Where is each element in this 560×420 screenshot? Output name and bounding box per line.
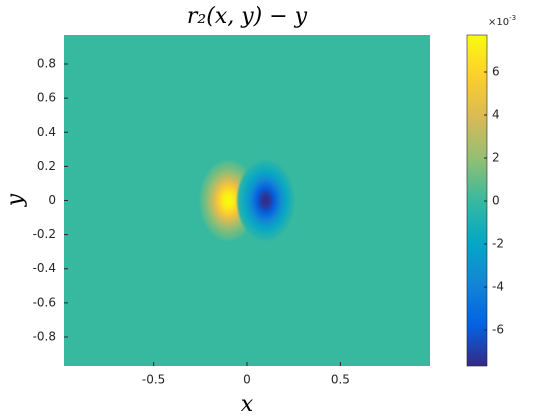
y-tick-label: -0.8 bbox=[33, 329, 56, 343]
peak bbox=[235, 158, 296, 243]
y-tick-label: -0.6 bbox=[33, 295, 56, 309]
y-tick-label: 0.2 bbox=[37, 159, 56, 173]
y-tick-label: 0.8 bbox=[37, 57, 56, 71]
chart-title: r₂(x, y) − y bbox=[187, 4, 308, 29]
colorbar-tick-label: 4 bbox=[492, 108, 500, 122]
colorbar-scale-power: -3 bbox=[509, 14, 516, 22]
y-axis-label: y bbox=[3, 193, 28, 207]
y-tick-label: 0.4 bbox=[37, 125, 56, 139]
y-tick-label: 0 bbox=[48, 193, 56, 207]
colorbar-tick-label: 0 bbox=[492, 194, 500, 208]
colorbar-tick-label: -6 bbox=[492, 323, 504, 337]
colorbar-tick-label: 2 bbox=[492, 151, 500, 165]
colorbar-scale: ×10-3 bbox=[488, 14, 516, 28]
x-tick-label: 0 bbox=[243, 373, 251, 387]
x-axis-label: x bbox=[241, 392, 254, 417]
y-tick-label: -0.2 bbox=[33, 227, 56, 241]
colorbar bbox=[466, 34, 488, 367]
colorbar-scale-base: ×10 bbox=[488, 17, 509, 28]
colorbar-tick-label: 6 bbox=[492, 64, 500, 78]
x-tick-label: -0.5 bbox=[142, 373, 165, 387]
colorbar-tick-label: -2 bbox=[492, 237, 504, 251]
y-tick-label: 0.6 bbox=[37, 91, 56, 105]
x-tick-label: 0.5 bbox=[331, 373, 350, 387]
y-tick-label: -0.4 bbox=[33, 261, 56, 275]
colorbar-tick-label: -4 bbox=[492, 280, 504, 294]
